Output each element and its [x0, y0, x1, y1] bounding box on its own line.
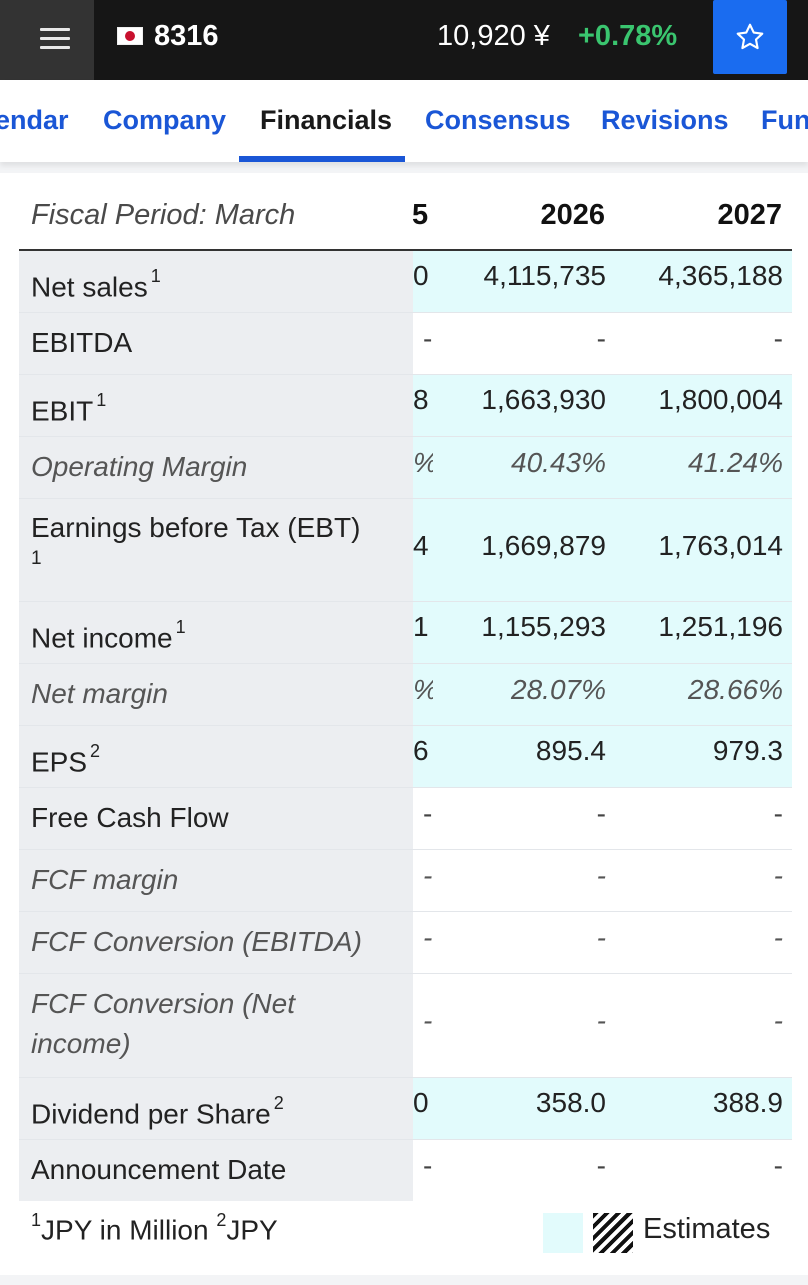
table-row: Announcement Date - - -: [19, 1140, 792, 1201]
header-divider: [19, 249, 792, 251]
cell-2026: -: [596, 922, 606, 953]
cell-2027: 388.9: [712, 1087, 783, 1118]
cell-2027: 1,251,196: [658, 611, 783, 642]
table-row: FCF Conversion (EBITDA) - - -: [19, 912, 792, 974]
cell-2027: -: [773, 1005, 783, 1036]
table-row: Net sales 1 0 4,115,735 4,365,188: [19, 251, 792, 313]
menu-button[interactable]: [0, 0, 94, 80]
row-label: EBITDA: [31, 327, 133, 358]
row-label: Dividend per Share 2: [31, 1093, 284, 1130]
row-label: Net sales 1: [31, 266, 161, 303]
cell-2027: 1,763,014: [658, 530, 783, 561]
row-label: Announcement Date: [31, 1154, 287, 1185]
cell-2026: 4,115,735: [483, 260, 607, 291]
cell-partial: %: [413, 674, 433, 706]
cell-2027: 979.3: [712, 735, 783, 766]
row-label: Net margin: [31, 678, 168, 709]
hamburger-icon: [40, 28, 70, 31]
japan-flag-icon: [117, 27, 143, 45]
row-label: FCF margin: [31, 864, 179, 895]
cell-2027: 41.24%: [688, 447, 783, 478]
cell-partial: -: [423, 798, 433, 829]
cell-2027: -: [773, 860, 783, 891]
cell-2027: -: [773, 798, 783, 829]
row-label: Net income 1: [31, 617, 186, 654]
column-header-2026: 2026: [540, 199, 605, 231]
label-column-background: [19, 251, 413, 1201]
table-row: FCF Conversion (Net income) - - -: [19, 974, 792, 1078]
table-row: EBITDA - - -: [19, 313, 792, 375]
active-tab-indicator: [239, 156, 405, 162]
row-label: Operating Margin: [31, 451, 248, 482]
tab-financials[interactable]: Financials: [260, 105, 393, 135]
cell-2026: 895.4: [535, 735, 606, 766]
cell-2026: -: [596, 860, 606, 891]
cell-partial: 6: [413, 735, 429, 766]
table-row: Free Cash Flow - - -: [19, 788, 792, 850]
cell-partial: -: [423, 323, 433, 354]
cell-partial: 0: [413, 260, 429, 291]
cell-2026: 40.43%: [511, 447, 606, 478]
cell-2027: -: [773, 323, 783, 354]
row-label: Earnings before Tax (EBT) 1: [31, 512, 361, 569]
tab-company[interactable]: Company: [103, 105, 227, 135]
cell-2026: 358.0: [535, 1087, 606, 1118]
row-label: FCF Conversion (Net income): [31, 988, 296, 1059]
ticker-symbol: 8316: [154, 20, 219, 52]
fiscal-period-header: Fiscal Period: March: [31, 199, 296, 231]
cell-2026: 1,669,879: [481, 530, 606, 561]
cell-partial: 1: [413, 611, 429, 642]
table-row: Dividend per Share 2 0 358.0 388.9: [19, 1078, 792, 1140]
cell-2026: -: [596, 1150, 606, 1181]
cell-partial: %: [413, 447, 433, 479]
cell-2027: 4,365,188: [658, 260, 783, 291]
tab-consensus[interactable]: Consensus: [425, 105, 571, 135]
cell-partial: 0: [413, 1087, 429, 1118]
row-label: Free Cash Flow: [31, 802, 229, 833]
cell-2026: -: [596, 1005, 606, 1036]
cell-2026: 1,155,293: [481, 611, 606, 642]
cell-2027: 28.66%: [688, 674, 783, 705]
estimate-legend-swatch: [543, 1213, 583, 1253]
table-row: Net margin % 28.07% 28.66%: [19, 664, 792, 726]
cell-2026: -: [596, 323, 606, 354]
table-row: FCF margin - - -: [19, 850, 792, 912]
hatched-legend-icon: [593, 1213, 633, 1253]
column-header-partial: 5: [412, 199, 429, 231]
stock-price: 10,920 ¥: [437, 20, 550, 52]
table-row: Operating Margin % 40.43% 41.24%: [19, 437, 792, 499]
cell-partial: -: [423, 1005, 433, 1036]
tab-calendar[interactable]: endar: [0, 105, 69, 135]
table-row: Earnings before Tax (EBT) 1 4 1,669,879 1…: [19, 499, 792, 602]
star-icon: [736, 23, 764, 50]
cell-partial: -: [423, 860, 433, 891]
cell-2026: 1,663,930: [481, 384, 606, 415]
cell-partial: 8: [413, 384, 429, 415]
cell-partial: -: [423, 922, 433, 953]
cell-2026: -: [596, 798, 606, 829]
table-row: EPS 2 6 895.4 979.3: [19, 726, 792, 788]
price-change: +0.78%: [578, 20, 678, 52]
cell-2027: -: [773, 1150, 783, 1181]
row-label: EBIT 1: [31, 390, 107, 427]
cell-2027: 1,800,004: [658, 384, 783, 415]
units-footnote: 1JPY in Million 2JPY: [31, 1210, 278, 1246]
cell-partial: 4: [413, 530, 429, 561]
column-header-2027: 2027: [717, 199, 782, 231]
table-row: Net income 1 1 1,155,293 1,251,196: [19, 602, 792, 664]
row-label: EPS 2: [31, 741, 101, 778]
table-row: EBIT 1 8 1,663,930 1,800,004: [19, 375, 792, 437]
section-tabs: endar Company Financials Consensus Revis…: [0, 80, 808, 162]
row-label: FCF Conversion (EBITDA): [31, 926, 362, 957]
cell-2027: -: [773, 922, 783, 953]
cell-partial: -: [423, 1150, 433, 1181]
cell-2026: 28.07%: [511, 674, 606, 705]
watchlist-button[interactable]: [713, 0, 787, 74]
legend-label: Estimates: [643, 1213, 771, 1245]
tab-fundamentals[interactable]: Fun: [761, 105, 808, 135]
top-bar: 8316 10,920 ¥ +0.78%: [0, 0, 808, 80]
tab-revisions[interactable]: Revisions: [601, 105, 729, 135]
